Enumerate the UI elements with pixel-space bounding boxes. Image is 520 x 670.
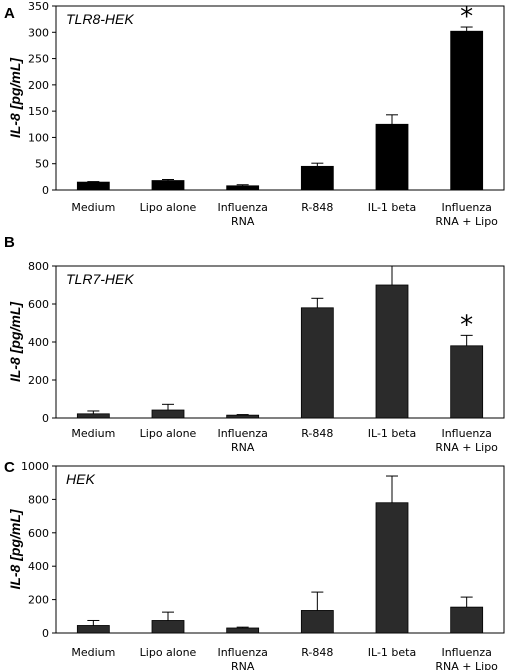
significance-marker: * (460, 2, 473, 32)
y-axis-label: IL-8 [pg/mL] (7, 57, 23, 138)
y-tick-label: 300 (28, 26, 49, 39)
y-tick-label: 0 (42, 184, 49, 197)
significance-marker: * (460, 310, 473, 340)
bar (300, 307, 334, 419)
category-label: R-848 (301, 201, 333, 214)
category-label: IL-1 beta (368, 201, 416, 214)
panel-title: TLR7-HEK (66, 271, 134, 287)
bar (375, 123, 409, 191)
y-axis-label: IL-8 [pg/mL] (7, 301, 23, 382)
y-tick-label: 400 (28, 560, 49, 573)
panel-b: B IL-8 [pg/mL] 0 200 400 600 800 TLR7-HEK Medium… (4, 234, 505, 454)
category-label: IL-1 beta (368, 427, 416, 440)
y-tick-label: 100 (28, 131, 49, 144)
y-tick-label: 200 (28, 594, 49, 607)
category-label: Medium (71, 646, 115, 659)
category-label: Influenza (441, 646, 491, 659)
bar (76, 181, 110, 191)
category-label: Lipo alone (140, 646, 197, 659)
plot-frame (55, 265, 505, 419)
y-tick-label: 150 (28, 105, 49, 118)
category-label: Influenza (441, 201, 491, 214)
category-label: Lipo alone (140, 201, 197, 214)
bar (450, 30, 484, 191)
category-label: R-848 (301, 646, 333, 659)
bar (76, 413, 110, 419)
category-label: RNA (231, 660, 255, 670)
category-label: R-848 (301, 427, 333, 440)
y-tick-label: 400 (28, 336, 49, 349)
bar (226, 414, 260, 419)
bar (226, 627, 260, 634)
plot-frame (55, 465, 505, 634)
category-label: Lipo alone (140, 427, 197, 440)
plot-frame (55, 5, 505, 191)
panel-title: HEK (66, 471, 95, 487)
panel-c: C IL-8 [pg/mL] 0 200 400 600 800 1000 HEK Medium L… (4, 459, 505, 670)
category-label: RNA (231, 441, 255, 454)
bar (151, 180, 185, 191)
y-tick-label: 600 (28, 527, 49, 540)
category-label: Influenza (217, 201, 267, 214)
y-tick-label: 50 (35, 158, 49, 171)
category-label: RNA (231, 215, 255, 228)
bar (375, 284, 409, 419)
panel-a: A IL-8 [pg/mL] 0 50 100 150 200 250 300 350 TLR8-H… (4, 0, 505, 228)
bar (450, 606, 484, 634)
category-label: Medium (71, 201, 115, 214)
y-tick-label: 0 (42, 412, 49, 425)
category-label: RNA + Lipo (435, 215, 498, 228)
category-label: Medium (71, 427, 115, 440)
category-label: Influenza (441, 427, 491, 440)
category-label: RNA + Lipo (435, 660, 498, 670)
y-tick-label: 250 (28, 53, 49, 66)
category-label: Influenza (217, 646, 267, 659)
y-tick-label: 0 (42, 627, 49, 640)
panel-letter: A (4, 5, 15, 22)
panel-letter: C (4, 459, 15, 476)
bar (76, 625, 110, 634)
category-label: Influenza (217, 427, 267, 440)
bar (226, 185, 260, 191)
bar (151, 409, 185, 419)
category-label: IL-1 beta (368, 646, 416, 659)
panel-letter: B (4, 234, 15, 251)
y-tick-label: 200 (28, 374, 49, 387)
y-tick-label: 200 (28, 79, 49, 92)
category-label: RNA + Lipo (435, 441, 498, 454)
panel-title: TLR8-HEK (66, 11, 134, 27)
y-tick-label: 800 (28, 260, 49, 273)
y-tick-label: 800 (28, 493, 49, 506)
bar (151, 620, 185, 634)
y-tick-label: 350 (28, 0, 49, 13)
bar (300, 165, 334, 191)
y-axis-label: IL-8 [pg/mL] (7, 508, 23, 589)
bar (375, 502, 409, 634)
bar (450, 345, 484, 419)
y-tick-label: 1000 (21, 460, 49, 473)
bar (300, 610, 334, 634)
y-tick-label: 600 (28, 298, 49, 311)
